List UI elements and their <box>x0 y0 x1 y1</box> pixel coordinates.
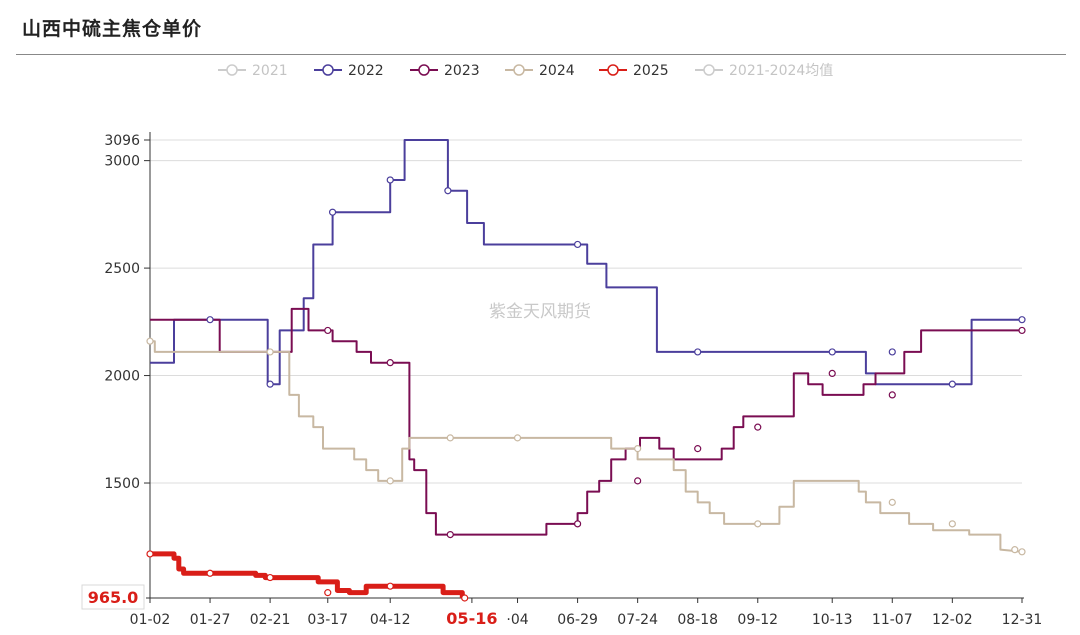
legend-label-2021: 2021 <box>252 63 288 79</box>
legend-label-2022: 2022 <box>348 63 384 79</box>
marker-2022-9 <box>948 380 956 388</box>
marker-2023-2 <box>446 530 454 539</box>
x-tick-label-3: 03-17 <box>307 612 348 628</box>
marker-2023-9 <box>1018 326 1026 335</box>
marker-2025-1 <box>206 569 214 577</box>
marker-2023-4 <box>634 477 642 485</box>
y-tick-label-2000: 2000 <box>104 369 140 385</box>
legend-item-2025: 2025 <box>599 63 669 79</box>
legend-label-2024: 2024 <box>539 63 575 79</box>
legend-marker-2021 <box>226 64 238 76</box>
x-tick-label-12: 11-07 <box>872 612 913 628</box>
marker-2023-7 <box>828 369 836 378</box>
marker-2022-6 <box>694 348 702 356</box>
marker-2024-1 <box>266 348 274 356</box>
marker-2025-3 <box>324 589 332 597</box>
marker-2023-5 <box>694 445 702 453</box>
y-tick-label-2500: 2500 <box>104 261 140 277</box>
marker-2024-0 <box>146 337 154 345</box>
marker-2024-10 <box>1018 548 1026 556</box>
marker-2024-4 <box>513 434 522 442</box>
marker-2024-2 <box>386 477 394 485</box>
marker-2023-3 <box>573 520 582 528</box>
legend-item-2021-2024均值: 2021-2024均值 <box>695 63 833 79</box>
x-tick-label-11: 10-13 <box>812 612 853 628</box>
y-highlight-box <box>81 584 145 610</box>
grid-lines <box>150 139 1022 484</box>
marker-2022-5 <box>573 240 582 249</box>
marker-2024-3 <box>446 434 454 442</box>
marker-2025-4 <box>386 582 394 590</box>
marker-2023-1 <box>386 359 394 367</box>
title-divider <box>16 54 1066 55</box>
legend-item-2021: 2021 <box>218 63 288 79</box>
series-lines <box>150 139 1023 598</box>
marker-2022-8 <box>888 348 896 356</box>
x-tick-label-14: 12-31 <box>1002 612 1043 628</box>
marker-2023-0 <box>324 326 332 335</box>
legend-marker-2024 <box>513 64 525 76</box>
x-tick-label-1: 01-27 <box>190 612 231 628</box>
series-line-2024 <box>150 340 1023 553</box>
x-tick-label-8: 07-24 <box>617 612 658 628</box>
marker-2022-0 <box>206 316 214 324</box>
x-tick-label-10: 09-12 <box>737 612 778 628</box>
marker-2022-3 <box>386 176 394 184</box>
x-tick-labels: 01-02 01-27 02-21 03-17 04-12 05-16 ·04 06-29 07… <box>130 609 1043 628</box>
marker-2025-0 <box>146 550 154 558</box>
legend-label-2021-2024均值: 2021-2024均值 <box>729 63 833 79</box>
marker-2025-2 <box>266 573 274 582</box>
marker-2022-10 <box>1018 316 1026 324</box>
legend-item-2024: 2024 <box>505 63 575 79</box>
legend-marker-2025 <box>607 64 619 76</box>
x-tick-label-13: 12-02 <box>932 612 973 628</box>
y-tick-label-1500: 1500 <box>104 476 140 492</box>
watermark: 紫金天风期货 <box>489 302 591 322</box>
marker-2023-6 <box>754 423 762 431</box>
series-line-2022 <box>150 139 1022 386</box>
y-highlight-label: 965.0 <box>88 588 139 607</box>
marker-2024-8 <box>948 520 956 528</box>
legend-marker-2023 <box>418 64 430 76</box>
marker-2022-7 <box>828 348 836 356</box>
marker-2024-6 <box>754 520 762 528</box>
marker-2022-2 <box>328 208 337 216</box>
series-markers <box>146 176 1026 602</box>
legend-item-2022: 2022 <box>314 63 384 79</box>
x-tick-label-7: 06-29 <box>557 612 598 628</box>
x-tick-label-0: 01-02 <box>130 612 171 628</box>
y-tick-label-3000: 3000 <box>104 154 140 170</box>
marker-2024-7 <box>888 498 896 506</box>
legend-marker-2021-2024均值 <box>703 64 715 76</box>
axes <box>144 132 1024 603</box>
series-line-2025 <box>150 551 465 598</box>
marker-2022-4 <box>444 187 452 195</box>
legend-label-2025: 2025 <box>633 63 669 79</box>
x-tick-label-6: ·04 <box>506 612 528 628</box>
marker-2024-5 <box>634 445 642 453</box>
x-tick-label-4: 04-12 <box>370 612 411 628</box>
x-tick-label-2: 02-21 <box>250 612 291 628</box>
marker-2025-5 <box>461 594 469 602</box>
marker-2024-9 <box>1011 546 1019 554</box>
legend-item-2023: 2023 <box>410 63 480 79</box>
x-highlight-label: 05-16 <box>446 609 497 628</box>
y-tick-label-3096: 3096 <box>104 133 140 149</box>
marker-2022-1 <box>266 380 274 388</box>
marker-2023-8 <box>888 391 896 399</box>
legend-marker-2022 <box>322 64 334 76</box>
y-tick-labels: 3096 3000 2500 2000 1500 965.0 <box>81 133 145 610</box>
legend-label-2023: 2023 <box>444 63 480 79</box>
series-line-2023 <box>150 307 1022 536</box>
legend: 2021 2022 2023 2024 2025 2021-2024均值 <box>218 63 833 79</box>
x-tick-label-9: 08-18 <box>677 612 718 628</box>
page-title: 山西中硫主焦仓单价 <box>22 18 203 40</box>
